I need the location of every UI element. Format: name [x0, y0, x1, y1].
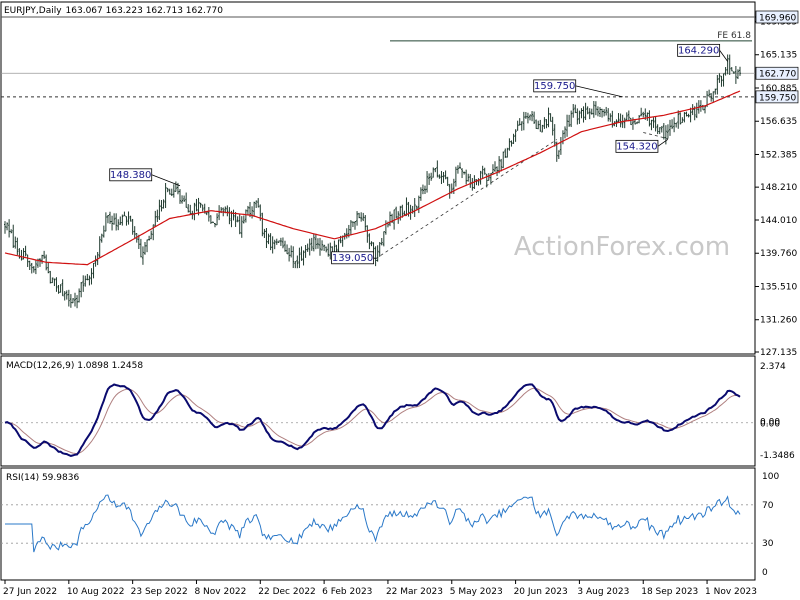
date-tick-label: 23 Sep 2022: [131, 587, 188, 597]
price-label: 164.290: [678, 45, 719, 56]
watermark: ActionForex.com: [514, 232, 730, 262]
rsi-panel: 100 70 30 0: [1, 472, 779, 578]
price-header: EURJPY,Daily 163.067 163.223 162.713 162.…: [4, 6, 223, 16]
date-tick-label: 27 Jun 2022: [3, 587, 57, 597]
macd-tick-label: 0.00: [760, 420, 780, 430]
price-tick-label: 152.385: [760, 150, 797, 160]
price-label-leader: [151, 174, 181, 187]
date-tick-label: 22 Mar 2023: [386, 587, 443, 597]
macd-tick-label: -1.3486: [760, 451, 795, 461]
date-tick-label: 20 Jun 2023: [514, 587, 568, 597]
price-label-box: [331, 251, 374, 265]
price-tick-label: 131.260: [760, 316, 797, 326]
price-label-leader: [575, 85, 623, 98]
macd-tick-label: 2.374: [760, 362, 786, 372]
price-label: 154.320: [616, 141, 657, 152]
date-tick-label: 10 Aug 2022: [67, 587, 125, 597]
price-tick-label: 127.135: [760, 348, 797, 358]
price-label: 148.380: [110, 170, 151, 181]
axis-price-top-box: [755, 10, 799, 24]
rsi-tick-label: 100: [762, 472, 779, 482]
axis-price-support: 159.750: [759, 93, 796, 103]
price-tick-label: 135.510: [760, 282, 797, 292]
price-label: 159.750: [534, 81, 575, 92]
price-tick-label: 165.135: [760, 51, 797, 61]
date-tick-label: 22 Dec 2022: [258, 587, 316, 597]
price-tick-label: 156.635: [760, 117, 797, 127]
rsi-tick-label: 70: [762, 501, 774, 511]
rsi-tick-label: 30: [762, 539, 774, 549]
date-tick-label: 6 Feb 2023: [322, 587, 372, 597]
rsi-tick-label: 0: [762, 568, 768, 578]
price-panel-frame: [0, 1, 756, 355]
date-tick-label: 18 Sep 2023: [641, 587, 698, 597]
price-tick-label: 160.885: [760, 84, 797, 94]
candlesticks: [4, 54, 741, 309]
macd-header: MACD(12,26,9) 1.0898 1.2458: [6, 361, 143, 371]
axis-price-current: 162.770: [759, 70, 796, 80]
trendline: [643, 132, 669, 140]
macd-panel-frame: [0, 355, 756, 467]
date-tick-label: 5 May 2023: [450, 587, 503, 597]
price-label-box: [109, 168, 153, 182]
price-label-leader: [719, 50, 728, 62]
price-label-leader: [657, 139, 669, 147]
symbol-label: EURJPY,Daily: [4, 6, 62, 16]
price-levels: FE 61.8 169.960 162.770 159.750: [1, 10, 799, 104]
axis-price-current-box: [755, 66, 799, 80]
date-tick-label: 1 Nov 2023: [705, 587, 757, 597]
ma-line: [4, 90, 741, 266]
ohlc-label: 163.067 163.223 162.713 162.770: [66, 6, 224, 16]
rsi-panel-frame: [0, 467, 756, 581]
date-tick-label: 3 Aug 2023: [577, 587, 629, 597]
price-label: 139.050: [332, 253, 373, 264]
moving-average: [4, 90, 741, 266]
price-label-leader: [373, 257, 376, 260]
rsi-line: [5, 494, 741, 553]
price-tick-label: 139.760: [760, 249, 797, 259]
price-tick-label: 144.010: [760, 216, 797, 226]
price-annotations: 148.380 139.050 159.750 154.320 164.290: [109, 43, 728, 265]
rsi-header: RSI(14) 59.9836: [6, 473, 79, 483]
macd-line: [4, 383, 741, 457]
macd-tick-label: 0.00: [760, 418, 780, 428]
date-tick-label: 8 Nov 2022: [194, 587, 246, 597]
axis-price-support-box: [755, 90, 799, 104]
date-axis: 27 Jun 2022 10 Aug 2022 23 Sep 2022 8 Nov 2…: [3, 580, 757, 597]
axis-price-top: 169.960: [759, 14, 796, 24]
fe-label: FE 61.8: [717, 31, 751, 41]
price-tick-label: 148.210: [760, 183, 797, 193]
